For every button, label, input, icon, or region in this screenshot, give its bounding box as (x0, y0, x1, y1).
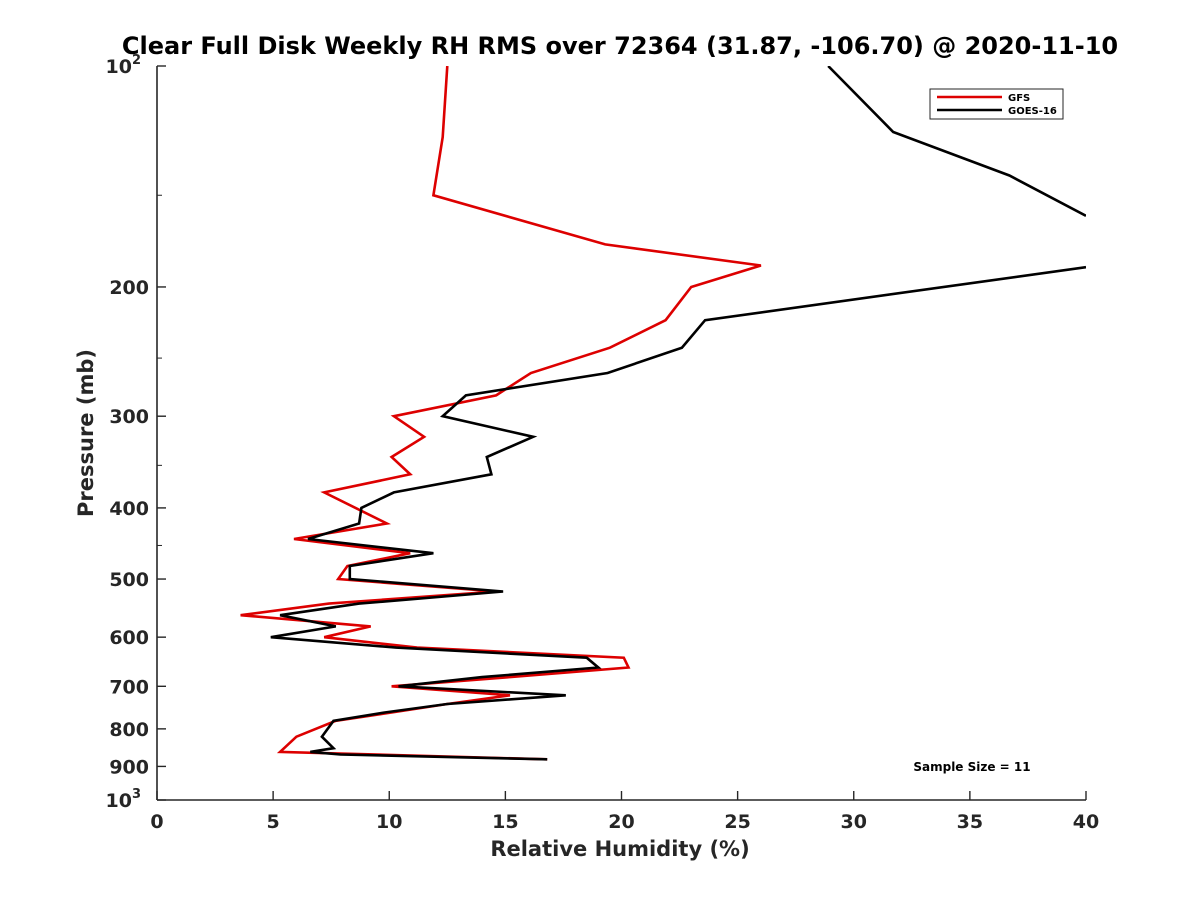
x-tick-label: 25 (724, 811, 750, 833)
y-tick-label: 200 (109, 277, 149, 299)
x-tick-label: 35 (957, 811, 983, 833)
y-tick-label: 400 (109, 498, 149, 520)
series-line-goes-16 (270, 66, 1086, 761)
x-tick-label: 0 (150, 811, 163, 833)
plot-area (240, 66, 1086, 761)
x-tick-label: 20 (608, 811, 634, 833)
legend-label-goes-16: GOES-16 (1008, 106, 1057, 117)
y-axis-label: Pressure (mb) (74, 349, 98, 517)
legend-box (929, 88, 1064, 120)
x-tick-label: 40 (1073, 811, 1099, 833)
chart-title: Clear Full Disk Weekly RH RMS over 72364… (122, 32, 1118, 60)
x-tick-label: 10 (376, 811, 402, 833)
series-line-gfs (240, 66, 762, 761)
y-tick-label: 500 (109, 569, 149, 591)
legend-label-gfs: GFS (1008, 93, 1030, 104)
sample-size-annotation: Sample Size = 11 (913, 760, 1030, 774)
y-tick-label: 700 (109, 676, 149, 698)
y-tick-label: 300 (109, 406, 149, 428)
y-tick-label: 900 (109, 756, 149, 778)
x-axis-label: Relative Humidity (%) (490, 837, 749, 861)
legend: GFS GOES-16 (929, 88, 1064, 120)
y-tick-label: 600 (109, 627, 149, 649)
axes: 0 5 10 15 20 25 30 35 40102200300400500600700800… (106, 53, 1100, 833)
y-tick-label: 800 (109, 719, 149, 741)
x-tick-label: 30 (841, 811, 867, 833)
x-tick-label: 15 (492, 811, 518, 833)
x-tick-label: 5 (267, 811, 280, 833)
